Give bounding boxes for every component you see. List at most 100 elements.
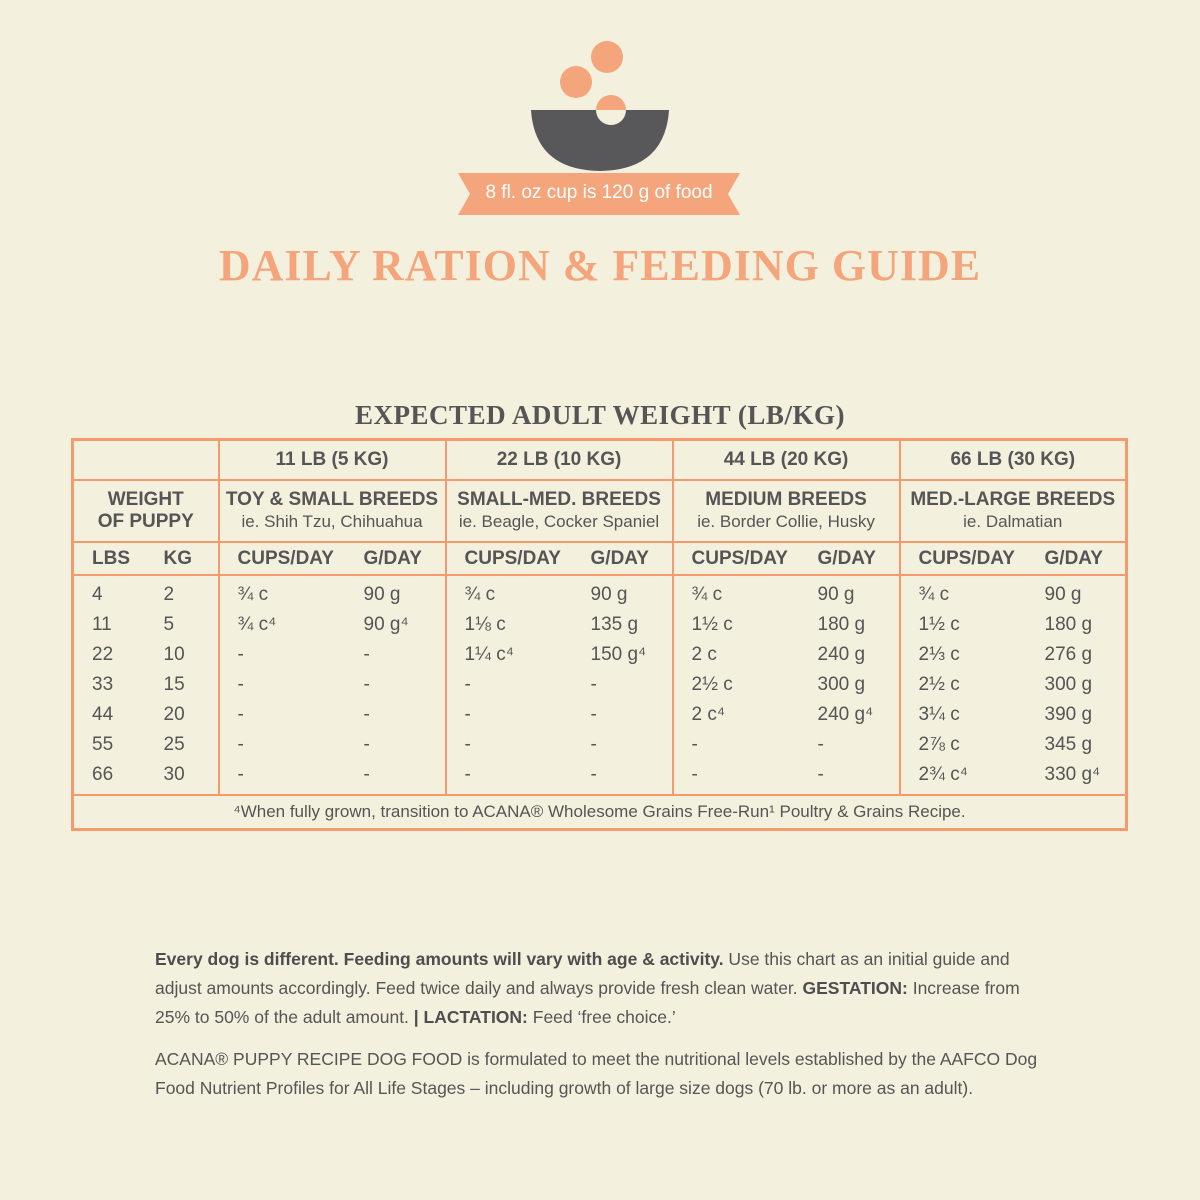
cell: 33: [92, 674, 114, 695]
cell: -: [444, 730, 573, 760]
subheader-row: LBS KG CUPS/DAY G/DAY CUPS/DAY G/DAY CUPS/DAY G…: [72, 542, 1127, 576]
banner: 8 fl. oz cup is 120 g of food: [485, 182, 713, 203]
cell: 150 g⁴: [590, 644, 647, 665]
subheader: G/DAY: [345, 542, 446, 576]
cell: -: [444, 700, 573, 730]
cell: -: [671, 730, 800, 760]
cell: -: [590, 704, 597, 725]
note-text: ACANA® PUPPY RECIPE DOG FOOD is formulat…: [155, 1049, 1038, 1098]
note: ACANA® PUPPY RECIPE DOG FOOD is formulat…: [155, 1045, 1055, 1103]
subheader: CUPS/DAY: [671, 542, 800, 576]
cell: -: [363, 704, 370, 725]
adult-weight: 44 LB (20 KG): [671, 439, 900, 481]
cell: -: [363, 674, 370, 695]
cell: -: [444, 670, 573, 700]
cell: 180 g: [817, 614, 866, 635]
data-row: 4 2 ¾ c 90 g ¾ c 90 g ¾ c 90 g ¾ c 90 g: [73, 575, 1127, 610]
cell: 390 g: [1044, 704, 1093, 725]
data-row: 22 10 - - 1¼ c⁴ 150 g⁴ 2 c 240 g 2⅓ c 276 g: [73, 640, 1127, 670]
empty-cell: [72, 439, 219, 481]
cell: 345 g: [1044, 734, 1093, 755]
breed-cell: MED.-LARGE BREEDS ie. Dalmatian: [898, 480, 1127, 543]
puppy-header: WEIGHT OF PUPPY: [72, 480, 219, 543]
cell: -: [217, 700, 346, 730]
breed-examples: ie. Border Collie, Husky: [697, 512, 875, 531]
cell: 55: [92, 734, 114, 755]
cell: 300 g: [817, 674, 866, 695]
puppy-header-text: WEIGHT OF PUPPY: [97, 489, 194, 532]
feeding-table: 11 LB (5 KG) 22 LB (10 KG) 44 LB (20 KG) 66…: [71, 438, 1129, 831]
cell: 2½ c: [671, 670, 800, 700]
cell: 330 g⁴: [1044, 764, 1101, 785]
cell: 11: [92, 614, 112, 635]
subheader: G/DAY: [1026, 542, 1127, 576]
cell: -: [817, 734, 824, 755]
subheader: CUPS/DAY: [444, 542, 573, 576]
cell: 2⅓ c: [898, 640, 1027, 670]
cell: 20: [163, 704, 185, 725]
note-text: | LACTATION:: [413, 1007, 528, 1027]
header-row: WEIGHT OF PUPPY TOY & SMALL BREEDS ie. Shi…: [72, 480, 1127, 543]
cell: 2½ c: [898, 670, 1027, 700]
cell: 1¼ c⁴: [444, 640, 573, 670]
cell: 1⅛ c: [444, 610, 573, 640]
cell: 300 g: [1044, 674, 1093, 695]
breed-cell: MEDIUM BREEDS ie. Border Collie, Husky: [671, 480, 900, 543]
cell: -: [217, 670, 346, 700]
cell: ¾ c⁴: [217, 610, 346, 640]
breed-examples: ie. Shih Tzu, Chihuahua: [241, 512, 423, 531]
note: Every dog is different. Feeding amounts …: [155, 945, 1055, 1032]
cell: 22: [92, 644, 114, 665]
data-row: 55 25- - - - - -2⅞ c 345 g: [73, 730, 1127, 760]
cell: 1½ c: [671, 610, 800, 640]
adult-weight: 11 LB (5 KG): [217, 439, 446, 481]
cell: -: [817, 764, 824, 785]
cell: 2 c⁴: [671, 700, 800, 730]
subheader: G/DAY: [572, 542, 673, 576]
cell: ¾ c: [898, 575, 1027, 610]
adult-weight: 66 LB (30 KG): [898, 439, 1127, 481]
cell: 240 g: [817, 644, 866, 665]
note-text: Increase from 25% to 50% of the adult am…: [155, 978, 1020, 1027]
adult-weight: 22 LB (10 KG): [444, 439, 673, 481]
cell: -: [590, 734, 597, 755]
data-row: 11 5 ¾ c⁴ 90 g⁴ 1⅛ c 135 g 1½ c 180 g 1½ c 180 g: [73, 610, 1127, 640]
cell: 90 g: [1044, 584, 1082, 605]
cell: 3¼ c: [898, 700, 1027, 730]
cell: 30: [163, 764, 185, 785]
breed-examples: ie. Dalmatian: [963, 512, 1063, 531]
header-row: 11 LB (5 KG) 22 LB (10 KG) 44 LB (20 KG) 66…: [72, 439, 1127, 481]
subheader: CUPS/DAY: [898, 542, 1027, 576]
subheader: G/DAY: [799, 542, 900, 576]
cell: 276 g: [1044, 644, 1093, 665]
data-row: 66 30- - - - - -2¾ c⁴ 330 g⁴: [73, 760, 1127, 795]
subheader: CUPS/DAY: [217, 542, 346, 576]
cell: -: [671, 760, 800, 795]
breed-cell: SMALL-MED. BREEDS ie. Beagle, Cocker Span…: [444, 480, 673, 543]
table-caption: EXPECTED ADULT WEIGHT (LB/KG): [355, 400, 845, 430]
cell: 2 c: [671, 640, 800, 670]
data-row: 33 15- - - -2½ c 300 g 2½ c 300 g: [73, 670, 1127, 700]
subheader: KG: [145, 542, 219, 576]
subheader: LBS: [72, 542, 146, 576]
cell: ¾ c: [444, 575, 573, 610]
cell: 240 g⁴: [817, 704, 874, 725]
cell: 25: [163, 734, 185, 755]
cell: -: [217, 730, 346, 760]
cell: ¾ c: [217, 575, 346, 610]
note-text: GESTATION:: [802, 978, 908, 998]
data-row: 44 20- - - -2 c⁴ 240 g⁴ 3¼ c 390 g: [73, 700, 1127, 730]
cell: 10: [163, 644, 185, 665]
cell: 4: [92, 584, 103, 605]
cell: -: [217, 760, 346, 795]
breed-name: MEDIUM BREEDS: [705, 489, 867, 510]
cell: -: [363, 734, 370, 755]
note-text: Use this chart as an initial guide and a…: [155, 949, 1010, 998]
cell: 180 g: [1044, 614, 1093, 635]
cell: -: [444, 760, 573, 795]
cell: 5: [163, 614, 175, 635]
cell: 2⅞ c: [898, 730, 1027, 760]
cell: -: [363, 644, 370, 665]
cell: 44: [92, 704, 114, 725]
